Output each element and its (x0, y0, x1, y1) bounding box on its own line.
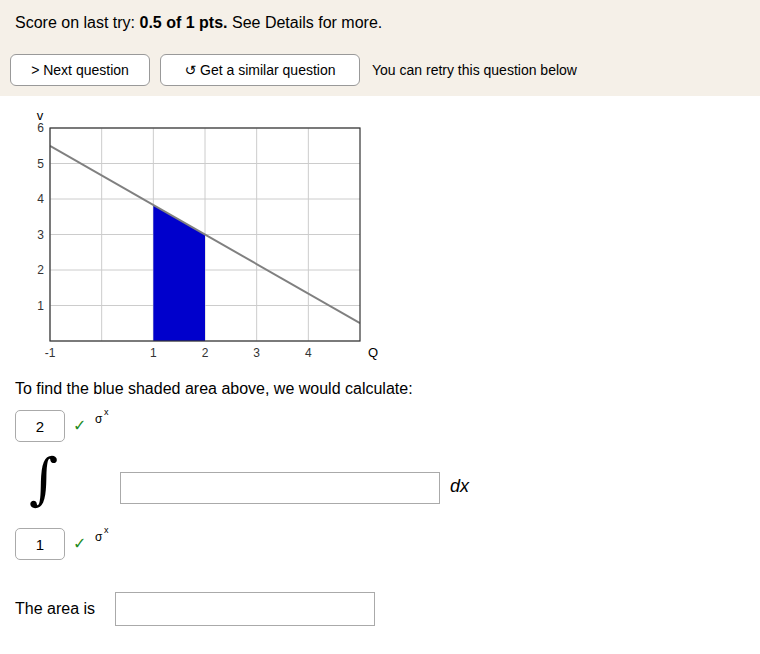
grid (50, 128, 360, 341)
y-tick-label: 1 (37, 299, 44, 313)
upper-check: ✓ (73, 416, 86, 435)
integrand-input[interactable] (120, 472, 440, 504)
y-tick-label: 6 (37, 121, 44, 135)
x-axis-label: Q (368, 345, 378, 360)
header-text: See Details for more. (228, 14, 383, 31)
upper-limit-box[interactable]: 2 (15, 410, 65, 442)
x-tick-label: 2 (202, 346, 209, 360)
plot-frame (50, 128, 360, 341)
x-tick-label: 4 (305, 346, 312, 360)
dx-text: dx (450, 476, 469, 497)
y-tick-label: 5 (37, 157, 44, 171)
header-band: Score on last try: 0.5 of 1 pts. See Det… (0, 0, 760, 46)
lower-sigma-sup: x (104, 525, 109, 535)
upper-sigma: σ (95, 412, 102, 426)
lower-sigma: σ (95, 530, 102, 544)
y-tick-label: 3 (37, 228, 44, 242)
lower-check: ✓ (73, 534, 86, 553)
area-label: The area is (15, 600, 95, 618)
area-input[interactable] (115, 592, 375, 626)
y-tick-label: 4 (37, 192, 44, 206)
upper-sigma-sup: x (104, 407, 109, 417)
button-row: > Next question ↺ Get a similar question Y… (0, 46, 760, 96)
integral-sign: ∫ (29, 444, 58, 514)
line (50, 146, 360, 324)
y-grid-line (50, 163, 360, 164)
shaded-area (153, 205, 205, 341)
next-button[interactable]: > Next question (10, 54, 150, 86)
y-axis-label: v (37, 108, 44, 123)
plot-data (50, 146, 360, 341)
similar-button[interactable]: ↺ Get a similar question (160, 54, 360, 86)
x-tick-label: -1 (45, 346, 56, 360)
y-tick-label: 2 (37, 263, 44, 277)
header-line: Score on last try: 0.5 of 1 pts. See Det… (15, 14, 382, 32)
question-text: To find the blue shaded area above, we w… (15, 380, 413, 398)
header-text: Score on last try: (15, 14, 140, 31)
integral-section: 2✓σx∫dx1✓σx (15, 410, 615, 575)
retry-note: You can retry this question below (372, 62, 577, 78)
header-text: 0.5 of 1 pts. (140, 14, 228, 31)
x-tick-label: 1 (150, 346, 157, 360)
y-grid-line (50, 199, 360, 200)
x-tick-label: 3 (253, 346, 260, 360)
graph: -1 1 2 3 4 1 2 3 4 5 6 Qv (10, 104, 390, 369)
lower-limit-box[interactable]: 1 (15, 528, 65, 560)
